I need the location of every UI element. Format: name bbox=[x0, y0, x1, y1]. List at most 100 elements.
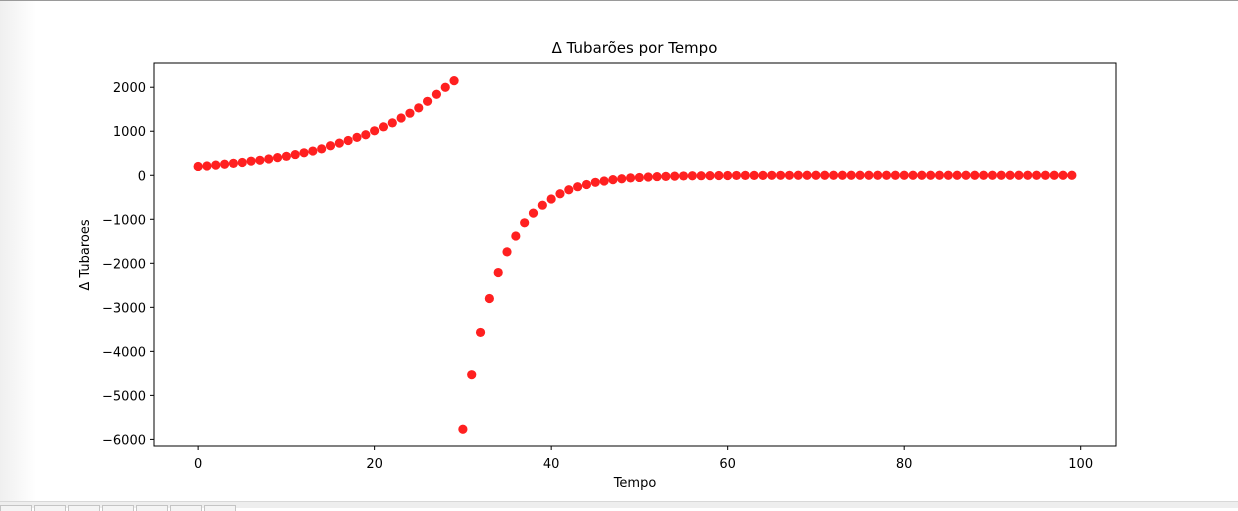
data-point bbox=[511, 231, 521, 241]
x-tick-label: 80 bbox=[896, 457, 913, 472]
toolbar-tab[interactable] bbox=[136, 505, 168, 511]
scatter-chart: Δ Tubarões por Tempo 0 20 40 60 80 100 2000 10… bbox=[78, 39, 1117, 491]
toolbar-tab[interactable] bbox=[0, 505, 32, 511]
data-point bbox=[352, 132, 362, 142]
bottom-toolbar-strip bbox=[0, 501, 1238, 511]
toolbar-tab[interactable] bbox=[34, 505, 66, 511]
y-tick-label: −6000 bbox=[102, 433, 146, 448]
data-point bbox=[714, 170, 724, 181]
data-point bbox=[422, 96, 433, 106]
data-point bbox=[343, 135, 353, 146]
data-point bbox=[573, 182, 583, 192]
data-point bbox=[908, 170, 918, 180]
data-point bbox=[308, 146, 318, 156]
x-axis-label: Tempo bbox=[613, 476, 657, 491]
data-point bbox=[546, 194, 556, 204]
data-point bbox=[325, 141, 336, 151]
x-tick-label: 40 bbox=[543, 457, 560, 472]
data-point bbox=[211, 160, 221, 170]
data-point bbox=[740, 170, 750, 180]
window-left-shade bbox=[0, 1, 36, 501]
x-tick-label: 100 bbox=[1068, 457, 1093, 472]
y-tick-label: −1000 bbox=[102, 213, 146, 228]
data-point bbox=[705, 171, 715, 181]
y-tick-label: 2000 bbox=[113, 81, 146, 96]
toolbar-tab[interactable] bbox=[170, 505, 202, 511]
data-point bbox=[237, 157, 247, 168]
data-point bbox=[979, 170, 989, 180]
data-point bbox=[599, 176, 609, 186]
data-point bbox=[581, 179, 592, 190]
data-point bbox=[934, 170, 945, 180]
data-point bbox=[281, 151, 291, 161]
data-point bbox=[970, 170, 980, 180]
data-point bbox=[484, 293, 494, 304]
data-point bbox=[661, 171, 671, 181]
data-point bbox=[1005, 170, 1015, 180]
data-point bbox=[431, 89, 442, 99]
data-point bbox=[1023, 170, 1033, 180]
x-tick-label: 60 bbox=[719, 457, 736, 472]
data-point bbox=[864, 170, 874, 180]
data-point bbox=[749, 170, 759, 180]
data-point bbox=[784, 170, 795, 180]
data-point bbox=[1031, 170, 1042, 180]
y-axis: 2000 1000 0 −1000 −2000 −3000 −4000 −5000 −6000 bbox=[102, 81, 154, 448]
window-top-border bbox=[0, 0, 1238, 1]
chart-title: Δ Tubarões por Tempo bbox=[552, 39, 718, 57]
toolbar-tab[interactable] bbox=[204, 505, 236, 511]
toolbar-tab[interactable] bbox=[68, 505, 100, 511]
data-point bbox=[608, 175, 618, 185]
data-point bbox=[793, 170, 803, 180]
data-point bbox=[264, 154, 274, 164]
data-point bbox=[537, 200, 547, 210]
data-point bbox=[643, 172, 653, 182]
data-point bbox=[555, 189, 565, 199]
data-point bbox=[396, 113, 406, 123]
y-tick-label: 1000 bbox=[113, 125, 146, 140]
data-point bbox=[961, 170, 971, 180]
data-point bbox=[731, 170, 742, 181]
data-point bbox=[899, 170, 909, 180]
data-point bbox=[246, 156, 256, 166]
data-point bbox=[881, 170, 892, 180]
data-point bbox=[493, 267, 503, 278]
data-point bbox=[387, 118, 397, 128]
data-point bbox=[458, 424, 468, 434]
data-point bbox=[758, 170, 768, 180]
data-point bbox=[202, 161, 212, 171]
data-point bbox=[776, 170, 786, 180]
data-point bbox=[361, 130, 371, 140]
y-tick-label: −5000 bbox=[102, 389, 146, 404]
data-point bbox=[590, 177, 600, 187]
data-point bbox=[952, 170, 962, 180]
data-point bbox=[634, 172, 645, 183]
data-points bbox=[193, 76, 1077, 434]
plot-area bbox=[153, 62, 1117, 447]
data-point bbox=[370, 126, 380, 136]
data-point bbox=[220, 159, 230, 169]
data-point bbox=[272, 153, 283, 163]
data-point bbox=[475, 327, 486, 338]
data-point bbox=[520, 218, 530, 228]
data-point bbox=[802, 170, 812, 180]
y-tick-label: −2000 bbox=[102, 257, 146, 272]
data-point bbox=[414, 103, 424, 113]
x-axis: 0 20 40 60 80 100 bbox=[194, 446, 1093, 472]
data-point bbox=[334, 138, 344, 148]
data-point bbox=[723, 170, 733, 181]
y-axis-label: Δ Tubaroes bbox=[78, 219, 93, 290]
data-point bbox=[528, 208, 539, 218]
data-point bbox=[1014, 170, 1024, 180]
data-point bbox=[467, 370, 477, 380]
data-point bbox=[670, 171, 680, 181]
data-point bbox=[926, 170, 936, 180]
data-point bbox=[837, 170, 848, 180]
data-point bbox=[502, 247, 512, 257]
data-point bbox=[917, 170, 927, 180]
y-tick-label: 0 bbox=[138, 169, 146, 184]
data-point bbox=[678, 171, 689, 181]
y-tick-label: −3000 bbox=[102, 301, 146, 316]
toolbar-tab[interactable] bbox=[102, 505, 134, 511]
data-point bbox=[625, 173, 636, 183]
